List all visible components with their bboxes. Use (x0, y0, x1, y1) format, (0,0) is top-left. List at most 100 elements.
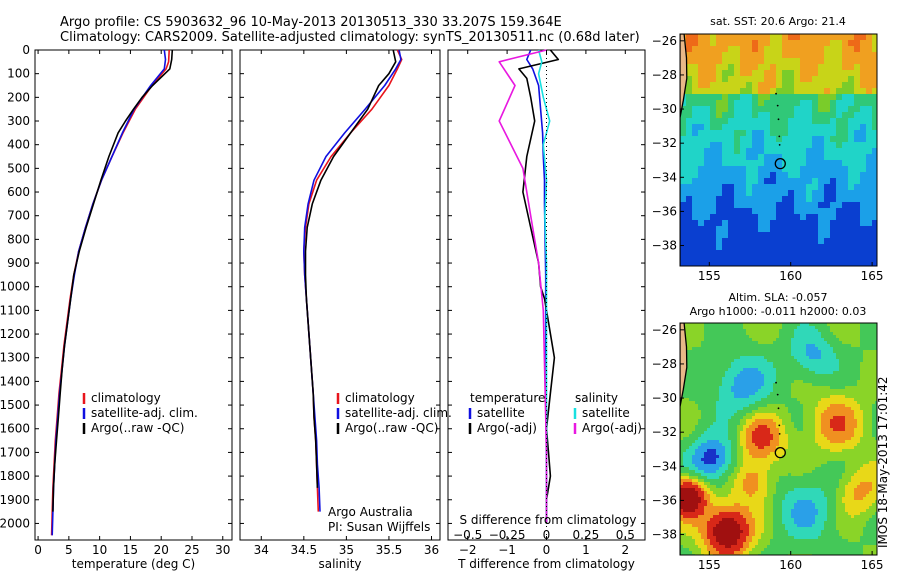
sla-map-cell (797, 380, 801, 384)
sla-map-cell (824, 335, 828, 339)
sla-map-cell (761, 371, 765, 375)
sla-map-cell (716, 389, 720, 393)
sla-map-cell (806, 434, 810, 438)
sla-map-cell (707, 413, 711, 417)
sla-map-cell (818, 383, 822, 387)
sla-map-cell (800, 338, 804, 342)
sst-map-cell (866, 178, 873, 185)
sst-map-cell (680, 118, 687, 125)
sla-map-cell (761, 374, 765, 378)
sla-map-cell (860, 359, 864, 363)
sla-map-cell (767, 464, 771, 468)
sst-map-cell (782, 94, 789, 101)
sla-map-cell (842, 344, 846, 348)
sla-map-cell (836, 335, 840, 339)
sla-map-cell (689, 491, 693, 495)
sla-map-cell (749, 323, 753, 327)
sst-map-cell (794, 172, 801, 179)
sla-map-cell (791, 383, 795, 387)
sla-map-cell (725, 359, 729, 363)
sla-map-cell (719, 371, 723, 375)
sst-map-cell (836, 250, 843, 257)
sst-map-cell (800, 88, 807, 95)
sla-map-cell (743, 476, 747, 480)
sla-map-cell (752, 395, 756, 399)
sla-map-cell (818, 446, 822, 450)
sla-map-cell (764, 338, 768, 342)
sla-map-cell (803, 446, 807, 450)
sst-map-cell (728, 172, 735, 179)
sla-map-cell (722, 473, 726, 477)
sla-map-cell (683, 452, 687, 456)
sst-map-cell (752, 214, 759, 221)
sla-map-cell (854, 440, 858, 444)
sla-map-cell (710, 470, 714, 474)
sla-map-cell (854, 341, 858, 345)
sla-map-cell (764, 374, 768, 378)
sla-map-cell (716, 482, 720, 486)
sst-map-cell (836, 58, 843, 65)
sst-map-cell (728, 154, 735, 161)
sla-map-cell (692, 365, 696, 369)
sla-map-cell (788, 470, 792, 474)
sla-map-cell (830, 455, 834, 459)
sla-map-cell (803, 386, 807, 390)
sst-map-cell (716, 190, 723, 197)
sst-map-cell (692, 172, 699, 179)
sst-map-cell (746, 244, 753, 251)
sst-map-cell (716, 154, 723, 161)
sla-map-cell (731, 356, 735, 360)
sst-map-cell (704, 154, 711, 161)
sla-map-cell (764, 404, 768, 408)
sla-map-cell (695, 377, 699, 381)
sla-map-cell (788, 392, 792, 396)
sst-map-cell (830, 226, 837, 233)
sst-map-cell (764, 100, 771, 107)
sla-map-cell (767, 461, 771, 465)
sla-map-cell (782, 464, 786, 468)
sla-map-cell (803, 470, 807, 474)
sst-map-cell (710, 112, 717, 119)
sst-map-cell (860, 94, 867, 101)
sla-map-cell (737, 464, 741, 468)
sla-map-cell (743, 464, 747, 468)
sla-map-cell (725, 470, 729, 474)
sla-map-cell (719, 479, 723, 483)
sst-map-cell (746, 202, 753, 209)
sla-map-cell (851, 437, 855, 441)
sla-map-cell (713, 407, 717, 411)
sst-map-cell (806, 190, 813, 197)
sla-map-cell (716, 341, 720, 345)
sla-map-cell (683, 419, 687, 423)
sst-map-cell (866, 58, 873, 65)
sla-map-cell (794, 338, 798, 342)
sla-map-cell (698, 470, 702, 474)
sla-map-cell (725, 347, 729, 351)
sla-map-cell (869, 488, 873, 492)
sla-map-cell (746, 428, 750, 432)
sst-map-cell (710, 76, 717, 83)
sla-map-cell (758, 407, 762, 411)
sla-map-cell (770, 344, 774, 348)
sla-map-cell (749, 422, 753, 426)
sst-map-cell (800, 184, 807, 191)
sla-map-cell (740, 449, 744, 453)
sla-map-cell (800, 341, 804, 345)
sla-map-cell (806, 428, 810, 432)
sla-map-cell (797, 419, 801, 423)
sla-map-cell (875, 374, 877, 378)
sla-map-cell (779, 368, 783, 372)
sla-map-cell (833, 353, 837, 357)
sla-map-cell (728, 377, 732, 381)
sla-map-cell (680, 443, 684, 447)
sst-map-cell (794, 178, 801, 185)
sla-map-cell (770, 479, 774, 483)
sla-map-cell (830, 422, 834, 426)
sla-map-cell (722, 401, 726, 405)
sla-map-cell (692, 347, 696, 351)
sla-map-cell (692, 380, 696, 384)
sst-map-cell (824, 40, 831, 47)
sla-map-cell (830, 473, 834, 477)
sla-map-cell (758, 341, 762, 345)
sla-map-cell (713, 404, 717, 408)
